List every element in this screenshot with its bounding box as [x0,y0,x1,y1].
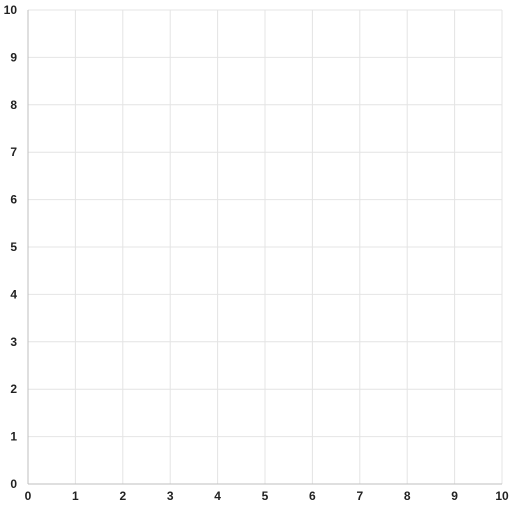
axes [27,10,502,485]
y-tick-label: 10 [4,3,18,17]
x-tick-label: 7 [356,489,363,503]
x-tick-label: 8 [404,489,411,503]
series-lines [75,102,408,392]
y-tick-label: 7 [10,145,17,159]
y-tick-label: 4 [10,287,17,301]
x-tick-label: 4 [214,489,221,503]
y-tick-label: 0 [10,477,17,491]
x-tick-label: 6 [309,489,316,503]
y-tick-label: 2 [10,382,17,396]
x-tick-label: 9 [451,489,458,503]
x-tick-label: 1 [72,489,79,503]
x-tick-label: 5 [262,489,269,503]
x-tick-label: 3 [167,489,174,503]
y-tick-label: 1 [10,430,17,444]
y-tick-label: 9 [10,50,17,64]
x-tick-label: 10 [495,489,509,503]
y-tick-label: 5 [10,240,17,254]
y-tick-label: 3 [10,335,17,349]
y-tick-label: 6 [10,193,17,207]
y-tick-label: 8 [10,98,17,112]
x-tick-label: 2 [119,489,126,503]
x-tick-label: 0 [25,489,32,503]
tick-labels: 0 1 2 3 4 5 6 7 8 9 10 0 1 2 3 4 5 6 7 8 9 10 [4,3,509,503]
